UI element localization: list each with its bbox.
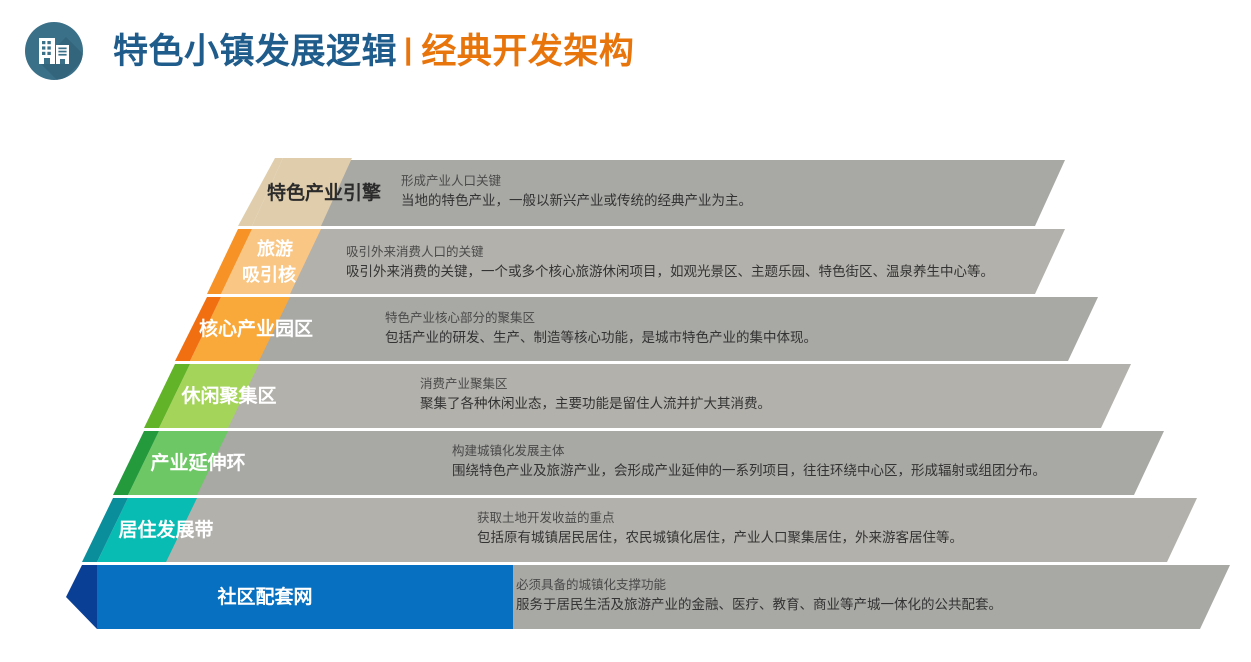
level-6-block[interactable] [97,498,197,562]
level-4-side-face [144,364,190,428]
page-title: 特色小镇发展逻辑 | 经典开发架构 [113,22,634,80]
pyramid-level-7[interactable]: 社区配套网 必须具备的城镇化支撑功能 服务于居民生活及旅游产业的金融、医疗、教育… [66,565,1230,629]
level-7-side-face [66,565,97,629]
level-7-block[interactable] [97,565,166,629]
pyramid-level-4[interactable]: 休闲聚集区 消费产业聚集区 聚集了各种休闲业态，主要功能是留住人流并扩大其消费。 [144,364,1131,428]
level-5-description-panel [195,431,1164,495]
page-title-sub: 经典开发架构 [421,31,635,71]
office-building-icon [24,21,84,81]
level-3-side-face [175,297,221,361]
page-header: 特色小镇发展逻辑 | 经典开发架构 [0,0,1251,110]
level-2-side-face [207,229,252,294]
level-3-description-panel [257,297,1098,361]
pyramid-level-6[interactable]: 居住发展带 获取土地开发收益的重点 包括原有城镇居民居住，农民城镇化居住，产业人… [82,498,1197,562]
level-6-side-face [82,498,128,562]
level-1-block[interactable] [252,158,352,226]
level-5-side-face [113,431,159,495]
level-2-block[interactable] [221,229,321,294]
pyramid-level-3[interactable]: 核心产业园区 特色产业核心部分的聚集区 包括产业的研发、生产、制造等核心功能，是… [175,297,1098,361]
level-1-description-panel [319,160,1065,226]
level-4-description-panel [226,364,1131,428]
level-4-block[interactable] [159,364,259,428]
level-2-description-panel [288,229,1065,294]
level-3-block[interactable] [190,297,290,361]
level-5-block[interactable] [128,431,228,495]
page-title-separator: | [404,33,413,66]
level-1-side-face [238,158,283,226]
pyramid-level-5[interactable]: 产业延伸环 构建城镇化发展主体 围绕特色产业及旅游产业，会形成产业延伸的一系列项… [113,431,1164,495]
level-7-description-panel [134,565,1230,629]
level-6-description-panel [164,498,1197,562]
pyramid-level-1[interactable]: 特色产业引擎 形成产业人口关键 当地的特色产业，一般以新兴产业或传统的经典产业为… [238,158,1065,226]
page-title-main: 特色小镇发展逻辑 [113,31,398,71]
pyramid-level-2[interactable]: 旅游 吸引核 吸引外来消费人口的关键 吸引外来消费的关键，一个或多个核心旅游休闲… [207,229,1065,294]
